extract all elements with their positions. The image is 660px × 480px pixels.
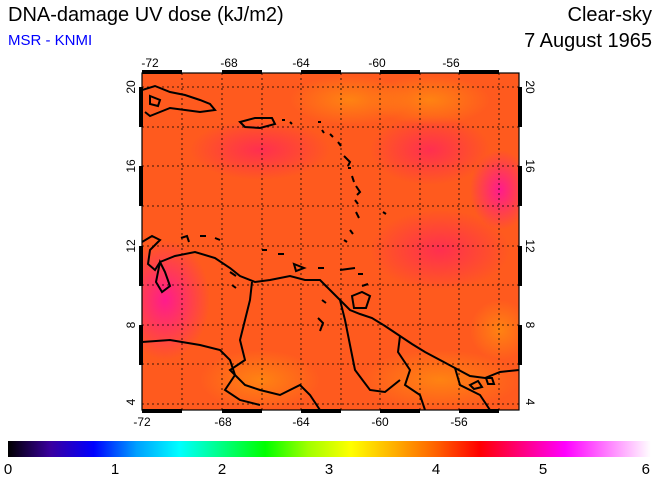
lat-ticks-left: 20 16 12 8 4: [124, 80, 138, 405]
lon-tick-bottom: -56: [450, 415, 468, 429]
colorbar: [8, 441, 651, 457]
lat-tick-left: 16: [124, 159, 138, 173]
lon-tick-bottom: -72: [133, 415, 151, 429]
date-label: 7 August 1965: [524, 30, 652, 52]
lat-tick-right: 20: [523, 80, 537, 94]
lat-tick-right: 8: [523, 322, 537, 329]
lat-tick-right: 4: [523, 399, 537, 406]
lat-tick-right: 12: [523, 239, 537, 253]
map-title: DNA-damage UV dose (kJ/m2): [8, 4, 284, 26]
colorbar-label: 4: [432, 461, 440, 478]
lat-tick-right: 16: [523, 159, 537, 173]
graticule: [142, 73, 519, 410]
lat-ticks-right: 20 16 12 8 4: [523, 80, 537, 405]
lon-tick-bottom: -64: [292, 415, 310, 429]
lat-tick-left: 4: [124, 398, 138, 405]
lon-tick-bottom: -60: [371, 415, 389, 429]
colorbar-label: 0: [4, 461, 12, 478]
lon-tick-top: -68: [220, 56, 238, 70]
colorbar-label: 6: [642, 461, 650, 478]
lat-tick-left: 8: [124, 321, 138, 328]
coastlines: [142, 84, 519, 410]
source-label: MSR - KNMI: [8, 32, 93, 49]
colorbar-labels: 0 1 2 3 4 5 6: [4, 461, 650, 478]
sky-condition-label: Clear-sky: [567, 4, 652, 26]
lat-tick-left: 12: [124, 239, 138, 253]
lon-tick-top: -56: [442, 56, 460, 70]
colorbar-label: 2: [218, 461, 226, 478]
lon-ticks-top: -72 -68 -64 -60 -56: [141, 56, 460, 70]
colorbar-label: 3: [325, 461, 333, 478]
colorbar-label: 5: [539, 461, 547, 478]
lon-tick-bottom: -68: [214, 415, 232, 429]
lon-tick-top: -72: [141, 56, 159, 70]
lon-ticks-bottom: -72 -68 -64 -60 -56: [133, 415, 468, 429]
lat-tick-left: 20: [124, 80, 138, 94]
colorbar-label: 1: [111, 461, 119, 478]
frame-checker: [139, 70, 522, 413]
uv-field: [142, 73, 519, 410]
lon-tick-top: -64: [292, 56, 310, 70]
lon-tick-top: -60: [368, 56, 386, 70]
